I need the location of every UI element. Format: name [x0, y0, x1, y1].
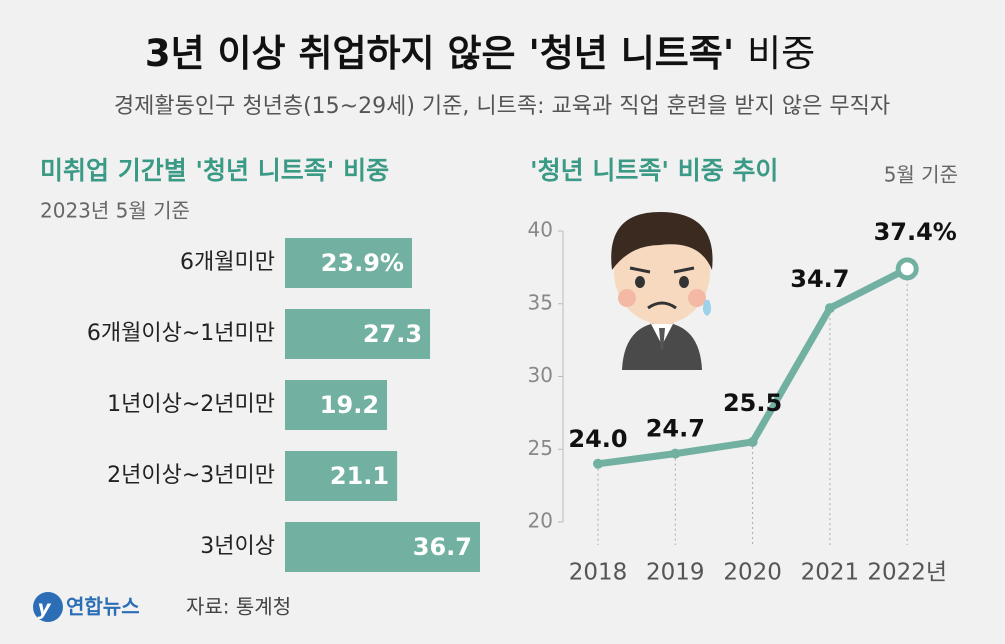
illustration [611, 212, 713, 370]
y-tick-label: 25 [528, 436, 553, 460]
y-tick-label: 30 [528, 363, 553, 387]
line-chart-subtitle: 5월 기준 [884, 163, 958, 187]
y-tick-label: 35 [528, 290, 553, 314]
value-label: 37.4% [874, 218, 957, 246]
bar [285, 309, 431, 359]
source: 자료: 통계청 [186, 595, 291, 619]
value-label: 36.7 [413, 533, 472, 561]
bar-chart-subtitle: 2023년 5월 기준 [40, 199, 190, 223]
point [747, 436, 758, 447]
logo-text: 연합뉴스 [66, 595, 140, 619]
bar-chart-title: 미취업 기간별 '청년 니트족' 비중 [40, 156, 389, 185]
value-label: 27.3 [363, 320, 422, 348]
x-tick-label: 2019 [646, 560, 705, 586]
value-label: 23.9% [321, 249, 404, 277]
x-tick-label: 2022년 [867, 560, 947, 586]
point [670, 448, 681, 459]
x-tick-label: 2020 [723, 560, 782, 586]
x-tick-label: 2018 [569, 560, 628, 586]
subtitle: 경제활동인구 청년층(15~29세) 기준, 니트족: 교육과 직업 훈련을 받… [114, 94, 890, 119]
point [895, 257, 919, 281]
x-tick-label: 2021 [801, 560, 860, 586]
title-main: 3년 이상 취업하지 않은 '청년 니트족' [145, 32, 734, 75]
title-light: 비중 [747, 32, 815, 75]
bar [285, 238, 412, 288]
category-label: 3년이상 [200, 534, 275, 559]
value-label: 24.0 [568, 425, 627, 453]
value-label: 24.7 [646, 415, 705, 443]
value-label: 25.5 [723, 389, 782, 417]
point [824, 303, 835, 314]
category-label: 6개월미만 [180, 250, 275, 275]
logo-icon [33, 592, 63, 622]
category-label: 1년이상~2년미만 [107, 392, 275, 417]
title: 3년 이상 취업하지 않은 '청년 니트족' 비중 [145, 32, 815, 75]
value-label: 34.7 [790, 265, 849, 293]
bar [285, 522, 480, 572]
point [593, 458, 603, 469]
bar [285, 451, 398, 501]
line-chart-title: '청년 니트족' 비중 추이 [530, 156, 778, 185]
y-tick-label: 20 [528, 509, 553, 533]
bar [285, 380, 388, 430]
value-label: 19.2 [320, 391, 379, 419]
value-label: 21.1 [330, 462, 389, 490]
category-label: 2년이상~3년미만 [107, 463, 275, 488]
y-tick-label: 40 [528, 218, 553, 242]
category-label: 6개월이상~1년미만 [87, 321, 275, 346]
logo-mark: y [37, 596, 51, 620]
